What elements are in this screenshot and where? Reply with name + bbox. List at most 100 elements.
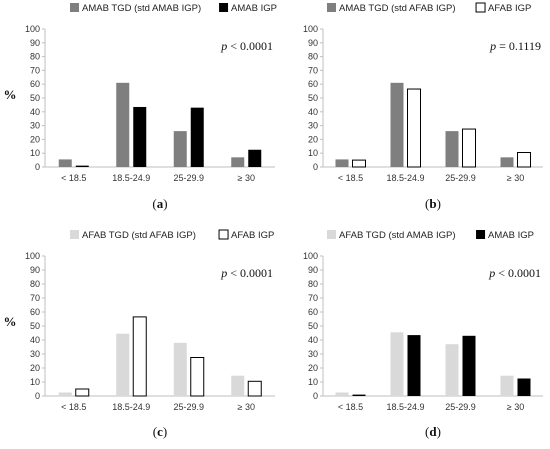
bar-c-s0-c2: [173, 342, 187, 396]
p-value-annotation: p < 0.0001: [220, 266, 273, 280]
bar-c-s0-c0: [58, 392, 72, 396]
x-tick-label: ≥ 30: [238, 402, 255, 412]
y-tick-label: 30: [30, 349, 40, 359]
chart-panel-c: 0 10 20 30 40 50 60 70 80 90 100 < 18.5 18.5-24.9 25-…: [25, 229, 275, 439]
x-tick-label: < 18.5: [338, 173, 363, 183]
bar-d-s1-c3: [517, 378, 531, 396]
bar-a-s1-c2: [190, 107, 204, 167]
legend-swatch: [70, 230, 79, 239]
x-tick-label: < 18.5: [61, 402, 86, 412]
legend-swatch: [327, 3, 336, 12]
legend-label: AFAB IGP: [231, 230, 274, 241]
y-tick-label: 90: [308, 265, 318, 275]
y-tick-label: 80: [308, 52, 318, 62]
x-tick-label: 25-29.9: [173, 173, 204, 183]
bar-c-s1-c3: [247, 380, 262, 397]
y-tick-label: 0: [313, 162, 318, 172]
y-tick-label: 60: [30, 307, 40, 317]
x-tick-label: 25-29.9: [173, 402, 204, 412]
y-tick-label: 30: [30, 121, 40, 131]
y-tick-label: 100: [25, 251, 40, 261]
y-tick-label: 20: [30, 134, 40, 144]
y-tick-label: 60: [308, 307, 318, 317]
bar-d-s1-c1: [407, 335, 421, 396]
panel-label: (a): [152, 196, 167, 211]
bar-a-s0-c3: [231, 157, 245, 167]
bar-d-s0-c1: [390, 332, 404, 396]
panel-label: (b): [425, 196, 441, 211]
y-tick-label: 80: [30, 52, 40, 62]
x-tick-label: 18.5-24.9: [386, 402, 424, 412]
y-tick-label: 60: [30, 79, 40, 89]
y-tick-label: 100: [25, 24, 40, 34]
bar-a-s0-c1: [116, 82, 130, 167]
chart-panel-b: 0 10 20 30 40 50 60 70 80 90 100 < 18.5 18.5-24.9 25-…: [303, 2, 543, 211]
legend-label: AMAB TGD (std AMAB IGP): [82, 3, 201, 14]
legend-swatch: [476, 230, 486, 239]
x-tick-label: < 18.5: [61, 173, 86, 183]
legend-label: AMAB TGD (std AFAB IGP): [339, 3, 456, 14]
bar-b-s0-c1: [390, 82, 404, 167]
y-tick-label: 50: [308, 93, 318, 103]
y-tick-label: 80: [308, 279, 318, 289]
bar-c-s0-c1: [116, 333, 130, 396]
y-tick-label: 0: [35, 391, 40, 401]
chart-panel-d: 0 10 20 30 40 50 60 70 80 90 100 < 18.5 18.5-24.9 25-…: [303, 230, 543, 439]
y-tick-label: 70: [308, 293, 318, 303]
bar-a-s0-c2: [173, 131, 187, 167]
bar-a-s1-c1: [133, 106, 147, 167]
y-tick-label: 40: [308, 107, 318, 117]
y-tick-label: 70: [308, 65, 318, 75]
y-tick-label: 50: [308, 321, 318, 331]
bar-d-s0-c3: [500, 375, 514, 396]
bar-b-s1-c0: [352, 159, 366, 168]
legend-label: AFAB TGD (std AMAB IGP): [339, 230, 456, 241]
y-tick-label: 50: [30, 93, 40, 103]
x-tick-label: ≥ 30: [507, 402, 524, 412]
y-tick-label: 60: [308, 79, 318, 89]
y-tick-label: 20: [308, 134, 318, 144]
y-tick-label: 0: [313, 391, 318, 401]
bar-b-s1-c2: [462, 128, 476, 168]
p-value-annotation: p = 0.1119: [489, 39, 541, 53]
y-tick-label: 90: [30, 38, 40, 48]
y-tick-label: 20: [308, 363, 318, 373]
p-value-annotation: p < 0.0001: [488, 266, 541, 280]
legend-swatch: [219, 3, 229, 12]
bar-a-s1-c3: [248, 149, 262, 167]
legend-swatch: [218, 229, 229, 240]
y-tick-label: 90: [308, 38, 318, 48]
bar-b-s0-c3: [500, 157, 514, 167]
bar-b-s0-c0: [335, 159, 349, 167]
bar-c-s1-c1: [132, 316, 147, 397]
bar-c-s1-c0: [75, 388, 90, 397]
y-tick-label: 90: [30, 265, 40, 275]
chart-panel-a: 0 10 20 30 40 50 60 70 80 90 100 < 18.5 18.5-24.9 25-…: [25, 3, 277, 211]
legend-swatch: [327, 230, 336, 239]
legend-label: AMAB IGP: [488, 230, 534, 241]
x-tick-label: 18.5-24.9: [112, 173, 150, 183]
y-tick-label: 100: [303, 24, 318, 34]
x-tick-label: ≥ 30: [507, 173, 524, 183]
y-axis-label: %: [4, 314, 17, 329]
bar-d-s1-c2: [462, 335, 476, 396]
x-tick-label: < 18.5: [338, 402, 363, 412]
legend-label: AFAB TGD (std AFAB IGP): [82, 230, 196, 241]
x-tick-label: ≥ 30: [238, 173, 255, 183]
y-tick-label: 20: [30, 363, 40, 373]
panel-label: (c): [153, 424, 167, 439]
y-tick-label: 40: [30, 335, 40, 345]
legend-label: AFAB IGP: [488, 3, 531, 14]
bar-b-s1-c1: [407, 88, 421, 168]
y-tick-label: 30: [308, 121, 318, 131]
bar-d-s0-c0: [335, 392, 349, 396]
bar-a-s1-c0: [75, 165, 89, 167]
y-tick-label: 40: [30, 107, 40, 117]
y-tick-label: 100: [303, 251, 318, 261]
x-tick-label: 18.5-24.9: [386, 173, 424, 183]
y-tick-label: 0: [35, 162, 40, 172]
y-tick-label: 10: [308, 377, 318, 387]
y-tick-label: 70: [30, 65, 40, 75]
